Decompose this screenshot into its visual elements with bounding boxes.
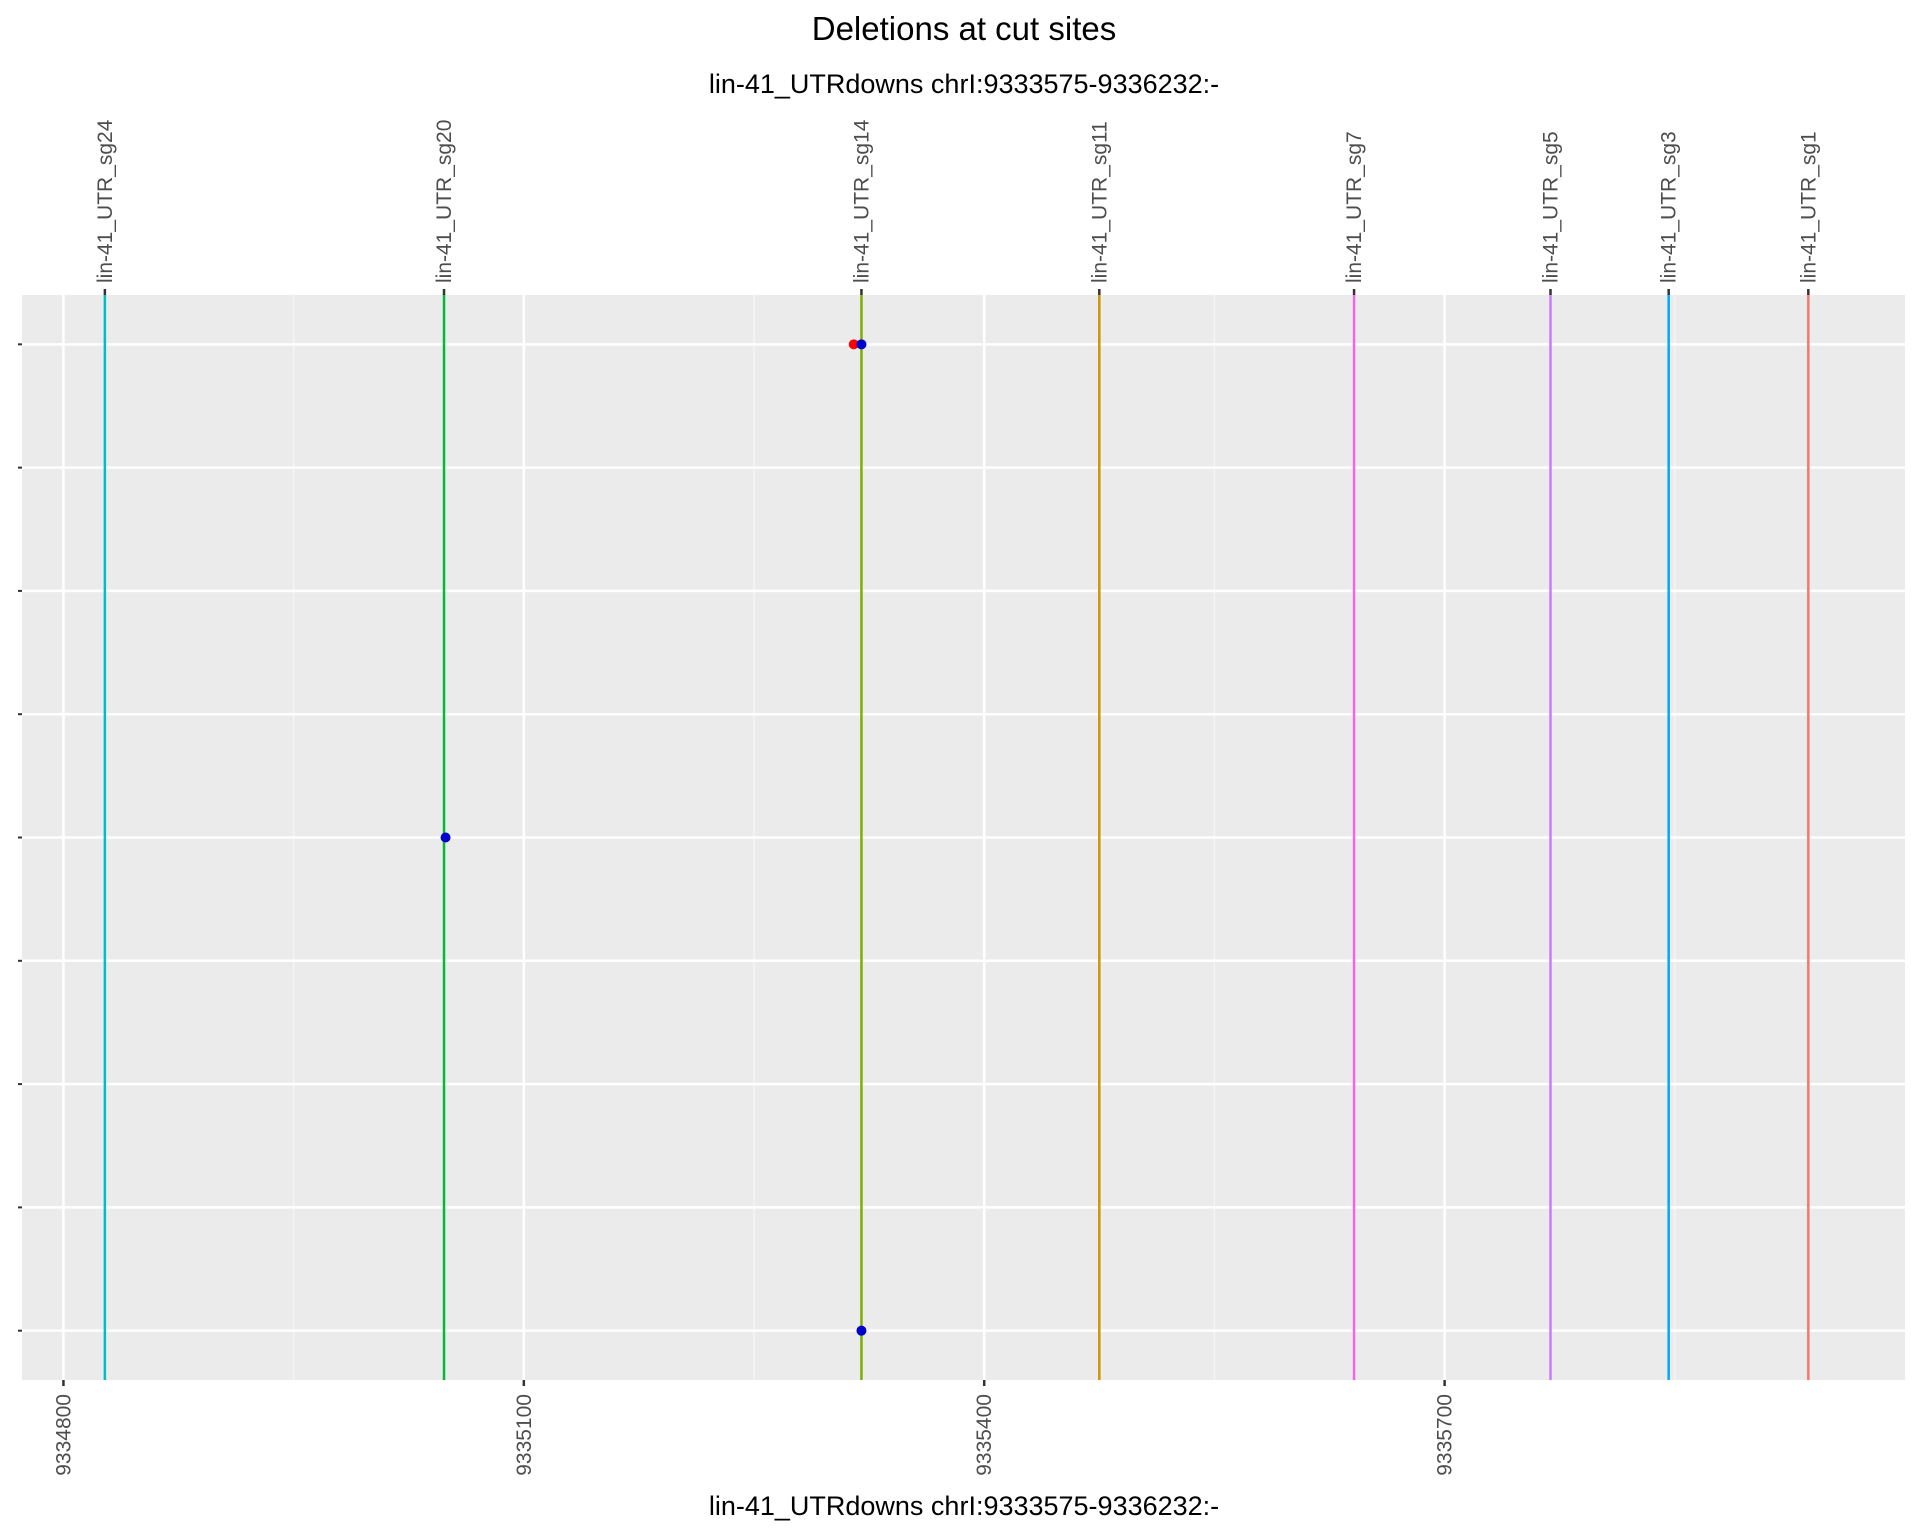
cut-site-label: lin-41_UTR_sg7 <box>1343 131 1366 283</box>
x-tick-label: 9335100 <box>513 1394 536 1476</box>
cut-site-label: lin-41_UTR_sg14 <box>850 119 873 283</box>
x-tick-label: 9334800 <box>52 1394 75 1476</box>
grid-major-y <box>22 343 1905 1332</box>
x-tick-label: 9335400 <box>973 1394 996 1476</box>
x-axis-title: lin-41_UTRdowns chrI:9333575-9336232:- <box>709 1491 1219 1521</box>
x-tick-label: 9335700 <box>1434 1394 1457 1476</box>
left-axis <box>18 343 22 1332</box>
top-axis: lin-41_UTR_sg24 lin-41_UTR_sg20 lin-41_UTR… <box>94 119 1820 295</box>
deletion-point <box>856 339 867 350</box>
cut-site-label: lin-41_UTR_sg5 <box>1539 131 1562 283</box>
chart-title: Deletions at cut sites <box>812 10 1116 47</box>
cut-site-label: lin-41_UTR_sg20 <box>433 120 456 283</box>
deletion-point <box>848 339 859 350</box>
deletion-point <box>856 1325 867 1336</box>
chart-subtitle: lin-41_UTRdowns chrI:9333575-9336232:- <box>709 69 1219 99</box>
cut-site-label: lin-41_UTR_sg1 <box>1797 131 1820 283</box>
cut-site-label: lin-41_UTR_sg24 <box>94 119 117 283</box>
bottom-axis: 9334800 9335100 9335400 9335700 <box>52 1380 1457 1476</box>
deletion-points <box>440 339 867 1336</box>
cut-site-label: lin-41_UTR_sg3 <box>1658 131 1681 283</box>
cut-site-label: lin-41_UTR_sg11 <box>1088 121 1111 283</box>
deletion-point <box>440 832 451 843</box>
